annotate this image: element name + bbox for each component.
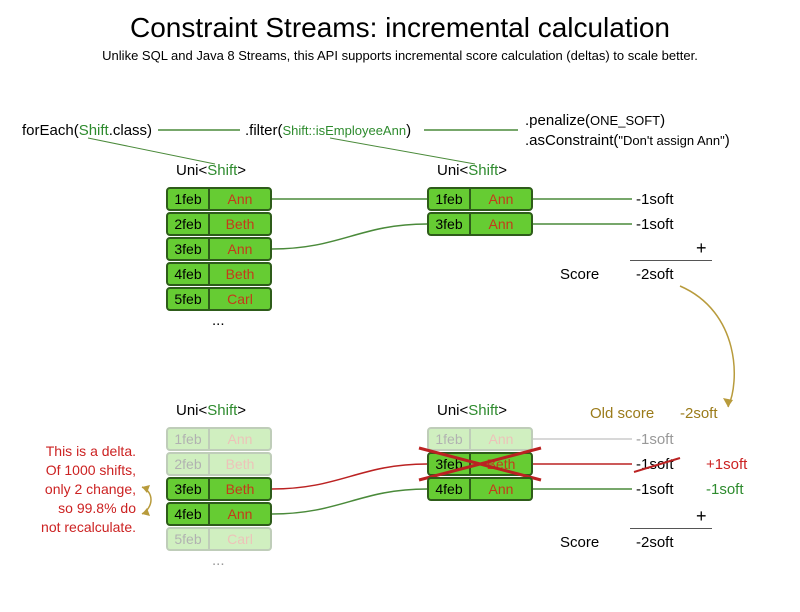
score-top-label: Score <box>560 266 599 283</box>
uni-label-top-left: Uni<Shift> <box>176 162 246 179</box>
page-title: Constraint Streams: incremental calculat… <box>0 12 800 44</box>
delta-explanation: This is a delta.Of 1000 shifts,only 2 ch… <box>8 442 136 536</box>
shift-box: 2febBeth <box>166 212 272 236</box>
shift-employee: Ann <box>210 504 270 524</box>
shift-box: 2febBeth <box>166 452 272 476</box>
score-top-2: -1soft <box>636 216 674 233</box>
score-top-total: -2soft <box>636 266 674 283</box>
shift-employee: Ann <box>471 429 531 449</box>
shift-date: 5feb <box>168 529 210 549</box>
shift-employee: Ann <box>210 429 270 449</box>
shift-employee: Ann <box>210 189 270 209</box>
score-bot-total: -2soft <box>636 534 674 551</box>
shift-box: 1febAnn <box>427 427 533 451</box>
score-line-top <box>630 260 712 261</box>
shift-date: 4feb <box>168 264 210 284</box>
uni-label-top-right: Uni<Shift> <box>437 162 507 179</box>
shift-box: 3febAnn <box>427 212 533 236</box>
shift-employee: Carl <box>210 289 270 309</box>
shift-employee: Beth <box>210 214 270 234</box>
shift-employee: Carl <box>210 529 270 549</box>
uni-label-bottom-left: Uni<Shift> <box>176 402 246 419</box>
score-top-1: -1soft <box>636 191 674 208</box>
shift-box: 3febBeth <box>166 477 272 501</box>
shift-employee: Ann <box>471 479 531 499</box>
shift-date: 1feb <box>429 429 471 449</box>
shift-employee: Ann <box>471 189 531 209</box>
shift-box: 3febBeth <box>427 452 533 476</box>
score-bot-2-delta: +1soft <box>706 456 747 473</box>
shift-box: 4febBeth <box>166 262 272 286</box>
shift-box: 3febAnn <box>166 237 272 261</box>
score-bot-3: -1soft <box>636 481 674 498</box>
plus-top: + <box>696 238 707 259</box>
shift-date: 3feb <box>168 479 210 499</box>
score-line-bottom <box>630 528 712 529</box>
old-score-value: -2soft <box>680 405 718 422</box>
shift-date: 1feb <box>168 429 210 449</box>
page-subtitle: Unlike SQL and Java 8 Streams, this API … <box>0 48 800 63</box>
shift-box: 1febAnn <box>166 187 272 211</box>
shift-date: 3feb <box>429 454 471 474</box>
shift-employee: Beth <box>210 264 270 284</box>
shift-employee: Beth <box>210 454 270 474</box>
shift-date: 4feb <box>168 504 210 524</box>
old-score-label: Old score <box>590 405 654 422</box>
score-bot-1: -1soft <box>636 431 674 448</box>
shift-box: 5febCarl <box>166 287 272 311</box>
shift-date: 2feb <box>168 454 210 474</box>
score-bot-2: -1soft <box>636 456 674 473</box>
shift-date: 1feb <box>168 189 210 209</box>
shift-employee: Beth <box>210 479 270 499</box>
uni-label-bottom-right: Uni<Shift> <box>437 402 507 419</box>
shift-date: 4feb <box>429 479 471 499</box>
score-bot-3-delta: -1soft <box>706 481 744 498</box>
shift-date: 2feb <box>168 214 210 234</box>
shift-box: 1febAnn <box>166 427 272 451</box>
shift-box: 1febAnn <box>427 187 533 211</box>
plus-bottom: + <box>696 506 707 527</box>
shift-date: 1feb <box>429 189 471 209</box>
code-penalize: .penalize(ONE_SOFT) <box>525 112 665 129</box>
shift-box: 5febCarl <box>166 527 272 551</box>
shift-date: 5feb <box>168 289 210 309</box>
shift-box: 4febAnn <box>166 502 272 526</box>
code-filter: .filter(Shift::isEmployeeAnn) <box>245 122 411 139</box>
shift-employee: Beth <box>471 454 531 474</box>
shift-employee: Ann <box>210 239 270 259</box>
score-bot-label: Score <box>560 534 599 551</box>
ellipsis-top: ... <box>212 312 225 329</box>
ellipsis-bottom: ... <box>212 552 225 569</box>
shift-date: 3feb <box>168 239 210 259</box>
code-asconstraint: .asConstraint("Don't assign Ann") <box>525 132 730 149</box>
shift-box: 4febAnn <box>427 477 533 501</box>
shift-date: 3feb <box>429 214 471 234</box>
shift-employee: Ann <box>471 214 531 234</box>
code-foreach: forEach(Shift.class) <box>22 122 152 139</box>
